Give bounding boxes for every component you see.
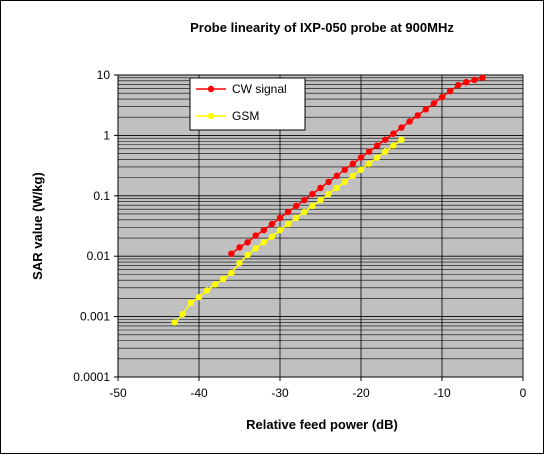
- y-tick-label: 0.1: [93, 189, 110, 203]
- series-gsm-point: [325, 190, 332, 198]
- series-gsm-point: [357, 166, 365, 173]
- series-gsm-point: [365, 160, 373, 167]
- y-tick-label: 0.0001: [73, 370, 110, 384]
- series-cw-point: [293, 202, 300, 210]
- series-gsm-point: [179, 310, 186, 318]
- series-cw-point: [406, 118, 413, 125]
- series-cw-point: [268, 220, 276, 228]
- series-gsm-point: [382, 148, 389, 155]
- plot-area: [117, 74, 524, 378]
- series-gsm-point: [220, 275, 227, 283]
- series-gsm-point: [252, 245, 259, 252]
- series-cw-point: [236, 244, 243, 251]
- series-gsm-point: [341, 178, 348, 186]
- series-gsm-point: [187, 299, 195, 306]
- series-gsm-point: [284, 220, 292, 228]
- y-tick-label: 1: [103, 128, 110, 142]
- legend: CW signal GSM: [189, 77, 306, 131]
- series-gsm-point: [228, 269, 235, 277]
- legend-gsm-marker: [207, 112, 215, 120]
- series-cw-point: [382, 136, 389, 143]
- chart-title: Probe linearity of IXP-050 probe at 900M…: [190, 20, 454, 35]
- series-cw-point: [325, 178, 332, 186]
- x-tick-label: 0: [520, 386, 527, 400]
- series-cw-point: [284, 208, 292, 216]
- legend-gsm-label: GSM: [232, 109, 259, 123]
- series-cw-point: [471, 76, 478, 84]
- series-cw-point: [422, 106, 429, 113]
- series-cw-point: [333, 172, 340, 180]
- series-gsm-point: [276, 226, 284, 234]
- series-cw-point: [349, 160, 357, 167]
- series-cw-point: [398, 124, 405, 131]
- series-cw-point: [260, 226, 267, 234]
- x-tick-label: -40: [190, 386, 208, 400]
- x-tick-label: -30: [271, 386, 289, 400]
- series-cw-point: [341, 166, 348, 173]
- series-layer: [171, 74, 486, 326]
- series-gsm-point: [203, 287, 211, 294]
- y-tick-label: 10: [97, 68, 111, 82]
- series-cw-point: [455, 81, 462, 89]
- series-cw-point: [390, 130, 397, 137]
- series-cw-point: [438, 93, 446, 101]
- series-cw-point: [228, 250, 235, 257]
- series-gsm-point: [301, 208, 308, 216]
- series-cw-point: [317, 184, 324, 192]
- legend-cw-marker: [207, 85, 215, 93]
- series-gsm-point: [244, 251, 251, 259]
- series-cw-point: [365, 148, 373, 155]
- tick-layer: -50 -40 -30 -20 -10 0 0.0001 0.001 0.01 0.1 1 10: [73, 68, 526, 400]
- y-axis-label: SAR value (W/kg): [30, 172, 45, 280]
- legend-cw-label: CW signal: [232, 82, 287, 96]
- series-cw-point: [252, 232, 259, 239]
- series-cw-point: [414, 112, 421, 119]
- series-gsm-point: [398, 136, 405, 143]
- series-gsm-point: [333, 184, 340, 192]
- series-cw-point: [276, 214, 284, 222]
- y-tick-label: 0.001: [80, 310, 110, 324]
- series-gsm-point: [212, 281, 219, 288]
- series-cw-point: [244, 239, 251, 246]
- series-cw-point: [301, 196, 308, 204]
- series-cw-point: [446, 87, 454, 95]
- x-tick-label: -50: [109, 386, 127, 400]
- series-gsm-point: [374, 154, 381, 161]
- series-gsm-point: [236, 259, 243, 267]
- series-gsm-point: [317, 196, 324, 204]
- series-cw-point: [479, 74, 486, 81]
- x-tick-label: -10: [433, 386, 451, 400]
- series-cw-point: [463, 78, 470, 86]
- series-cw-point: [357, 154, 365, 161]
- series-gsm-point: [309, 202, 316, 210]
- x-tick-label: -20: [352, 386, 370, 400]
- series-gsm-point: [268, 233, 276, 240]
- series-gsm-point: [349, 172, 357, 180]
- x-axis-label: Relative feed power (dB): [246, 417, 398, 432]
- y-tick-label: 0.01: [87, 249, 111, 263]
- series-cw-point: [309, 190, 316, 198]
- series-gsm-point: [260, 239, 267, 246]
- series-gsm-point: [293, 214, 300, 222]
- series-gsm-point: [171, 319, 178, 326]
- series-cw-point: [374, 142, 381, 149]
- series-gsm-point: [390, 142, 397, 149]
- series-cw-point: [430, 100, 438, 107]
- series-gsm-point: [195, 293, 203, 301]
